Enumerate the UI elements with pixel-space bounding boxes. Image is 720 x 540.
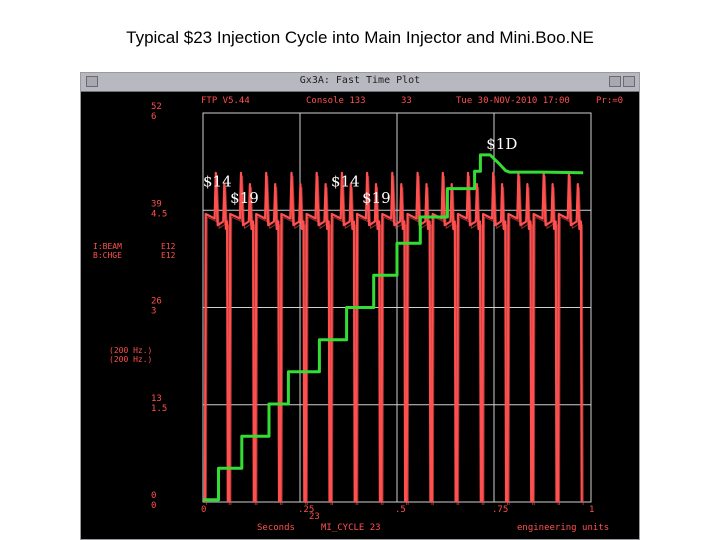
y-tick-label: 0 [151, 491, 156, 501]
beam-pulse [456, 171, 482, 503]
beam-pulse-trace [432, 175, 458, 506]
beam-pulse-trace [559, 175, 584, 506]
x-axis-units-label: engineering units [517, 523, 609, 533]
x-tick-label: .5 [395, 505, 406, 515]
close-button[interactable] [623, 76, 635, 87]
x-tick-label: .75 [492, 505, 508, 515]
y-tick-label: 52 [151, 102, 162, 112]
beam-pulse [556, 171, 583, 503]
beam-pulse-trace [306, 175, 332, 506]
beam-pulse-trace [508, 175, 534, 506]
legend-units: (200 Hz.) [109, 355, 152, 364]
y-tick-label-secondary: 4.5 [151, 209, 167, 219]
header-program: FTP V5.44 [201, 96, 250, 106]
annotation-label: $19 [230, 189, 259, 207]
beam-intensity-series [203, 171, 584, 506]
annotation-label: $1D [486, 135, 517, 153]
slide-title: Typical $23 Injection Cycle into Main In… [126, 28, 594, 47]
beam-pulse-trace [256, 175, 281, 506]
beam-pulse-trace [205, 175, 230, 506]
beam-pulse [304, 171, 331, 503]
y-tick-label-secondary: 1.5 [151, 404, 167, 414]
x-tick-label: .25 [298, 505, 314, 515]
beam-pulse-trace [407, 175, 433, 506]
header-datetime: Tue 30-NOV-2010 17:00 [456, 96, 570, 106]
plot-canvas: FTP V5.44 Console 133 33 Tue 30-NOV-2010… [93, 96, 623, 533]
annotation-label: $14 [203, 172, 232, 190]
beam-pulse [203, 171, 229, 503]
beam-pulse-trace [230, 175, 256, 506]
beam-pulse-trace [382, 175, 408, 506]
header-slot: 33 [401, 96, 412, 106]
legend-range: E12 [161, 251, 176, 260]
beam-pulse-trace [332, 175, 357, 506]
y-axis-labels: 526 394.5 263 131.5 00 [151, 102, 167, 511]
beam-pulse-trace [483, 175, 508, 506]
y-tick-label-secondary: 0 [151, 501, 156, 511]
legend-device: B:CHGE [93, 251, 122, 260]
legend-range: E12 [161, 242, 176, 251]
legend-device: I:BEAM [93, 242, 122, 251]
y-tick-label-secondary: 6 [151, 112, 156, 122]
charge-series [203, 153, 584, 502]
annotations: $14$19$14$19$1D [203, 135, 517, 207]
beam-pulse-trace [533, 175, 559, 506]
legend-units: (200 Hz.) [109, 346, 152, 355]
charge-line [203, 153, 584, 502]
window-title: Gx3A: Fast Time Plot [299, 75, 421, 86]
y-tick-label: 39 [151, 199, 162, 209]
x-axis-sub-label: 23 [309, 512, 320, 522]
y-tick-label: 13 [151, 394, 162, 404]
window-menu-button[interactable] [86, 76, 98, 87]
x-axis-mid-label: MI_CYCLE 23 [321, 523, 381, 533]
header-console: Console 133 [306, 96, 366, 106]
y-tick-label: 26 [151, 297, 162, 307]
x-axis-label: Seconds [257, 523, 295, 533]
x-tick-label: 1 [589, 505, 594, 515]
annotation-label: $19 [362, 189, 391, 207]
x-axis-labels: 0 .25 .5 .75 1 [201, 505, 594, 515]
fast-time-plot-window: Gx3A: Fast Time Plot FTP V5.44 Console 1… [80, 72, 640, 540]
y-tick-label-secondary: 3 [151, 307, 156, 317]
header-page: Pr:=0 [596, 96, 623, 106]
annotation-label: $14 [331, 172, 360, 190]
legend: I:BEAM E12 (200 Hz.) B:CHGE E12 (200 Hz.) [93, 242, 176, 364]
beam-pulse-trace [357, 175, 382, 506]
beam-pulse [329, 171, 356, 503]
x-tick-label: 0 [201, 505, 206, 515]
window-titlebar[interactable]: Gx3A: Fast Time Plot [81, 73, 639, 92]
maximize-button[interactable] [609, 76, 621, 87]
beam-pulse-trace [281, 175, 307, 506]
beam-pulse-trace [458, 175, 483, 506]
